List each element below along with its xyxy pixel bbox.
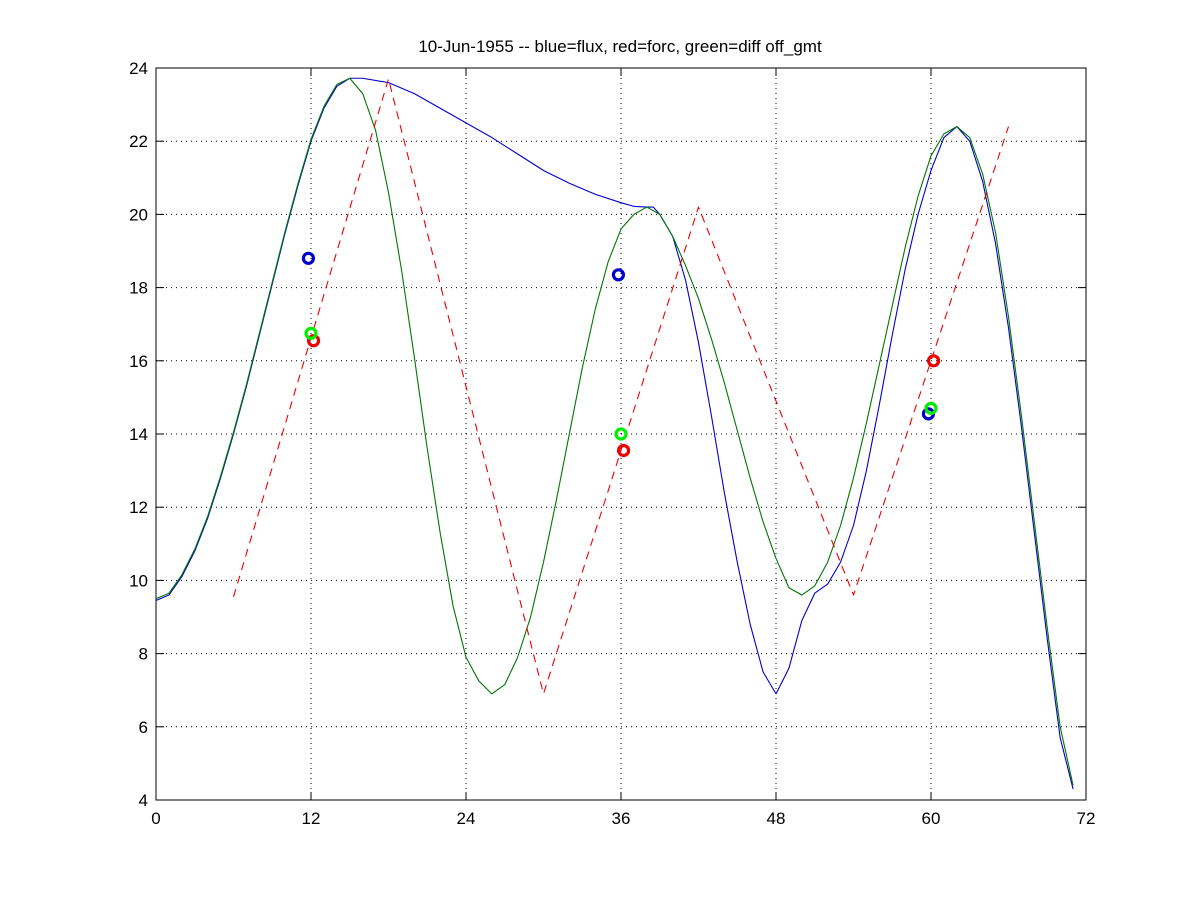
- y-tick-label: 8: [139, 645, 148, 664]
- marker-diff: [304, 326, 318, 340]
- y-tick-label: 22: [129, 132, 148, 151]
- marker-flux: [611, 268, 626, 282]
- y-tick-label: 10: [129, 571, 148, 590]
- x-tick-label: 12: [302, 809, 321, 828]
- y-tick-label: 18: [129, 279, 148, 298]
- series-line-diff: [155, 77, 1074, 786]
- marker-flux: [301, 251, 316, 265]
- x-tick-label: 0: [151, 809, 160, 828]
- marker-diff: [924, 401, 938, 415]
- chart-title: 10-Jun-1955 -- blue=flux, red=forc, gree…: [418, 37, 822, 56]
- grid-lines: [156, 68, 1086, 800]
- y-tick-label: 6: [139, 718, 148, 737]
- y-tick-label: 16: [129, 352, 148, 371]
- marker-forc: [306, 334, 321, 348]
- circle-markers: [301, 251, 941, 458]
- marker-forc: [616, 443, 631, 458]
- series-line-forc: [232, 78, 1010, 695]
- y-tick-label: 20: [129, 205, 148, 224]
- y-tick-label: 12: [129, 498, 148, 517]
- x-tick-label: 36: [612, 809, 631, 828]
- axis-ticks: 0 12 24 36 48 60 72 4 6 8 10 12 14 16 18 20 22 24: [129, 59, 1095, 828]
- y-tick-label: 4: [139, 791, 148, 810]
- x-tick-label: 24: [457, 809, 476, 828]
- marker-diff: [614, 427, 628, 441]
- marker-forc: [926, 354, 941, 368]
- x-tick-label: 48: [767, 809, 786, 828]
- y-tick-label: 14: [129, 425, 148, 444]
- series-lines: [155, 77, 1074, 790]
- x-tick-label: 60: [922, 809, 941, 828]
- x-tick-label: 72: [1077, 809, 1096, 828]
- y-tick-label: 24: [129, 59, 148, 78]
